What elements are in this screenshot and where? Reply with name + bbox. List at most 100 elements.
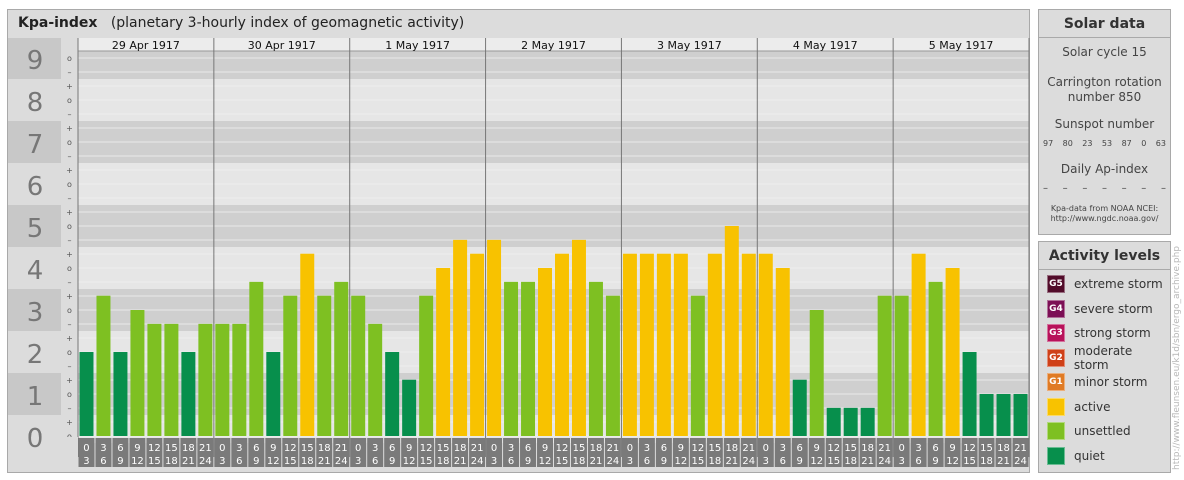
- kp-bar: [690, 295, 705, 436]
- legend-swatch: G2: [1047, 348, 1065, 367]
- y-minor-label: –: [68, 320, 72, 329]
- legend-item-active: active: [1047, 397, 1110, 417]
- interval-cell: [672, 438, 689, 467]
- legend-swatch: G3: [1047, 324, 1065, 342]
- interval-start-label: 12: [284, 443, 297, 454]
- y-minor-label: –: [68, 362, 72, 371]
- interval-start-label: 15: [708, 443, 721, 454]
- interval-start-label: 3: [780, 443, 786, 454]
- ap-value: –: [1082, 183, 1088, 194]
- y-minor-label: +: [66, 124, 73, 133]
- solar-cycle: Solar cycle 15: [1062, 45, 1147, 59]
- interval-cell: [587, 438, 604, 467]
- kp-bar: [809, 310, 824, 436]
- sunspot-value: 53: [1101, 139, 1113, 148]
- carrington-line2: number 850: [1067, 90, 1142, 104]
- legend-swatch: [1047, 446, 1065, 465]
- interval-start-label: 9: [406, 443, 412, 454]
- interval-cell: [638, 438, 655, 467]
- kp-bar: [436, 268, 451, 436]
- kp-bar: [385, 352, 400, 436]
- kp-bar: [555, 253, 569, 436]
- interval-cell: [570, 438, 587, 467]
- y-band: [8, 373, 61, 415]
- interval-cell: [706, 438, 723, 467]
- interval-start-label: 0: [219, 443, 225, 454]
- interval-start-label: 15: [437, 443, 450, 454]
- interval-cell: [146, 438, 163, 467]
- interval-cell: [944, 438, 961, 467]
- legend-label: strong storm: [1074, 326, 1151, 340]
- interval-cell: [78, 438, 95, 467]
- interval-start-label: 12: [148, 443, 161, 454]
- kp-bar: [283, 295, 298, 436]
- interval-start-label: 9: [134, 443, 140, 454]
- interval-cell: [859, 438, 876, 467]
- legend-label: extreme storm: [1074, 277, 1163, 291]
- interval-start-label: 21: [471, 443, 484, 454]
- interval-end-label: 9: [389, 456, 395, 467]
- kp-bar: [317, 295, 332, 436]
- y-tick-label: 1: [27, 382, 44, 412]
- interval-end-label: 21: [861, 456, 874, 467]
- interval-start-label: 3: [100, 443, 106, 454]
- interval-end-label: 9: [525, 456, 531, 467]
- kp-bar: [351, 295, 366, 436]
- kp-bar: [673, 253, 688, 436]
- interval-end-label: 12: [267, 456, 280, 467]
- y-band: [8, 247, 61, 289]
- activity-levels-title: Activity levels: [1039, 242, 1170, 270]
- interval-start-label: 6: [525, 443, 531, 454]
- interval-cell: [655, 438, 672, 467]
- interval-start-label: 12: [556, 443, 569, 454]
- kp-bar: [928, 281, 943, 436]
- interval-cell: [435, 438, 452, 467]
- y-minor-label: o: [67, 390, 72, 399]
- kp-bar: [215, 323, 230, 436]
- y-tick-label: 4: [27, 256, 44, 286]
- legend-label: active: [1074, 399, 1111, 414]
- kp-bar: [724, 226, 739, 436]
- interval-end-label: 15: [556, 456, 569, 467]
- sunspot-value: 0: [1141, 139, 1147, 148]
- interval-start-label: 21: [199, 443, 212, 454]
- interval-start-label: 0: [627, 443, 633, 454]
- interval-end-label: 18: [165, 456, 178, 467]
- kp-bar: [996, 394, 1011, 436]
- interval-cell: [503, 438, 520, 467]
- interval-cell: [808, 438, 825, 467]
- interval-end-label: 24: [335, 456, 348, 467]
- kp-bar: [571, 239, 586, 436]
- source-line2: http://www.ngdc.noaa.gov/: [1050, 214, 1159, 223]
- interval-cell: [689, 438, 706, 467]
- kp-bar: [419, 295, 434, 436]
- interval-start-label: 6: [117, 443, 123, 454]
- interval-end-label: 3: [491, 456, 497, 467]
- legend-item-strong-storm: G3 strong storm: [1047, 323, 1151, 343]
- interval-left-cover: [8, 437, 78, 467]
- day-label: 1 May 1917: [385, 39, 450, 52]
- legend-swatch: G4: [1047, 299, 1065, 318]
- kp-bar: [487, 239, 502, 436]
- legend-label: moderate storm: [1073, 343, 1133, 372]
- interval-end-label: 6: [100, 456, 106, 467]
- interval-start-label: 15: [844, 443, 857, 454]
- legend-label: minor storm: [1074, 375, 1148, 389]
- y-minor-label: +: [66, 376, 73, 385]
- y-tick-label: 9: [27, 46, 44, 76]
- interval-start-label: 21: [878, 443, 891, 454]
- kp-bar: [470, 253, 485, 436]
- interval-end-label: 6: [236, 456, 242, 467]
- sunspot-value: 80: [1062, 139, 1073, 148]
- y-tick-label: 6: [27, 172, 44, 202]
- interval-start-label: 15: [301, 443, 314, 454]
- interval-start-label: 21: [1014, 443, 1027, 454]
- interval-cell: [265, 438, 282, 467]
- interval-start-label: 3: [915, 443, 921, 454]
- watermark: http://www.fleunsen.eu/k1d/sbn/ergo_arch…: [1172, 245, 1182, 470]
- interval-end-label: 24: [742, 456, 755, 467]
- kp-bar: [266, 352, 281, 436]
- interval-start-label: 15: [573, 443, 586, 454]
- interval-end-label: 21: [454, 456, 467, 467]
- legend-label: quiet: [1074, 448, 1105, 463]
